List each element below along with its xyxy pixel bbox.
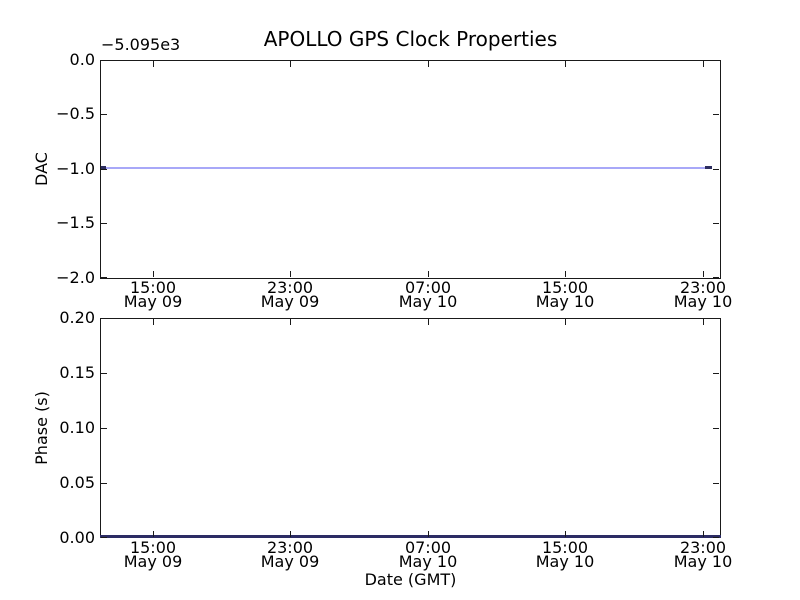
dac-ytick-label: −2.0 (56, 268, 95, 287)
phase-plot-area (100, 318, 721, 538)
tick-mark (101, 428, 107, 429)
dac-xtick-label: 23:00 May 09 (260, 278, 320, 311)
tick-mark (290, 271, 291, 277)
tick-mark (101, 537, 107, 538)
tick-mark (428, 319, 429, 325)
tick-mark (713, 60, 719, 61)
tick-mark (565, 61, 566, 67)
tick-mark (290, 61, 291, 67)
tick-mark (290, 531, 291, 537)
dac-y-axis-label: DAC (32, 152, 51, 186)
y-axis-offset-text: −5.095e3 (101, 35, 181, 54)
tick-mark (153, 61, 154, 67)
phase-ytick-label: 0.20 (59, 308, 95, 327)
dac-ytick-label: −1.5 (56, 213, 95, 232)
dac-ytick-label: −0.5 (56, 104, 95, 123)
tick-mark (713, 318, 719, 319)
phase-xtick-label: 15:00 May 09 (123, 538, 183, 571)
tick-mark (703, 61, 704, 67)
tick-mark (153, 319, 154, 325)
tick-mark (428, 531, 429, 537)
tick-mark (101, 277, 107, 278)
phase-ytick-label: 0.15 (59, 363, 95, 382)
dac-xtick-label: 15:00 May 10 (535, 278, 595, 311)
tick-mark (428, 61, 429, 67)
chart-title: APOLLO GPS Clock Properties (263, 27, 558, 51)
tick-mark (290, 319, 291, 325)
tick-mark (101, 60, 107, 61)
phase-xtick-label: 15:00 May 10 (535, 538, 595, 571)
tick-mark (713, 169, 719, 170)
phase-xtick-label: 23:00 May 10 (673, 538, 733, 571)
tick-mark (428, 271, 429, 277)
phase-xtick-label: 07:00 May 10 (398, 538, 458, 571)
tick-mark (703, 531, 704, 537)
tick-mark (713, 373, 719, 374)
dac-xtick-label: 23:00 May 10 (673, 278, 733, 311)
tick-mark (713, 277, 719, 278)
tick-mark (713, 223, 719, 224)
tick-mark (101, 373, 107, 374)
tick-mark (153, 531, 154, 537)
tick-mark (153, 271, 154, 277)
tick-mark (713, 114, 719, 115)
tick-mark (565, 531, 566, 537)
dac-series-line (101, 167, 712, 169)
dac-ytick-label: 0.0 (69, 50, 95, 69)
tick-mark (565, 319, 566, 325)
tick-mark (703, 319, 704, 325)
tick-mark (101, 223, 107, 224)
dac-xtick-label: 07:00 May 10 (398, 278, 458, 311)
phase-xtick-label: 23:00 May 09 (260, 538, 320, 571)
dac-plot-area (100, 60, 721, 279)
phase-y-axis-label: Phase (s) (32, 391, 51, 465)
tick-mark (703, 271, 704, 277)
tick-mark (101, 483, 107, 484)
tick-mark (713, 483, 719, 484)
tick-mark (565, 271, 566, 277)
phase-ytick-label: 0.05 (59, 473, 95, 492)
tick-mark (101, 318, 107, 319)
dac-series-endpoint-right (705, 166, 712, 169)
x-axis-label: Date (GMT) (364, 570, 457, 589)
dac-xtick-label: 15:00 May 09 (123, 278, 183, 311)
phase-ytick-label: 0.00 (59, 528, 95, 547)
tick-mark (713, 537, 719, 538)
phase-series-line (100, 535, 721, 538)
tick-mark (713, 428, 719, 429)
tick-mark (101, 169, 107, 170)
dac-series-endpoint-left (101, 166, 106, 169)
tick-mark (101, 114, 107, 115)
phase-ytick-label: 0.10 (59, 418, 95, 437)
dac-ytick-label: −1.0 (56, 159, 95, 178)
